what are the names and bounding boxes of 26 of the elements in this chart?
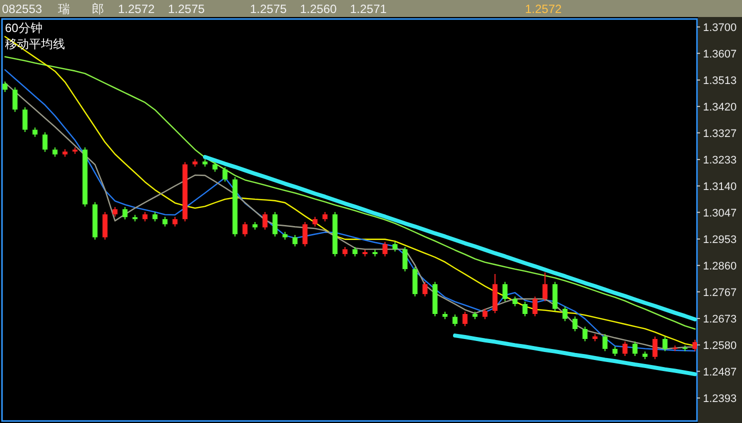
y-tick-label: 1.2953 — [703, 234, 737, 246]
y-tick-label: 1.3700 — [703, 22, 737, 34]
y-tick-label: 1.3233 — [703, 154, 737, 167]
y-tick-label: 1.3140 — [703, 180, 737, 193]
annotation: 1.2560 — [300, 2, 337, 16]
annotation: 瑞 — [58, 2, 70, 16]
y-tick-label: 1.3607 — [703, 48, 737, 60]
subtitle: 移动平均线 — [5, 37, 65, 51]
y-tick-label: 1.3420 — [703, 101, 737, 114]
y-tick-label: 1.2393 — [703, 393, 737, 406]
y-tick-label: 1.2860 — [703, 260, 737, 272]
y-tick-label: 1.3513 — [703, 75, 737, 88]
annotation: 1.2572 — [525, 2, 562, 16]
annotation: 1.2572 — [118, 2, 155, 16]
annotation: 082553 — [2, 2, 42, 16]
y-tick-label: 1.2580 — [703, 340, 737, 352]
y-tick-label: 1.2767 — [703, 286, 737, 299]
annotation: 1.2575 — [168, 2, 205, 16]
y-tick-label: 1.2673 — [703, 314, 737, 326]
y-tick-label: 1.2487 — [703, 366, 737, 378]
annotation: 郎 — [92, 2, 104, 16]
y-tick-label: 1.3327 — [703, 128, 737, 140]
annotation: 1.2575 — [250, 2, 287, 16]
annotation: 1.2571 — [350, 2, 387, 16]
title: 60分钟 — [5, 21, 42, 35]
y-tick-label: 1.3047 — [703, 207, 737, 220]
